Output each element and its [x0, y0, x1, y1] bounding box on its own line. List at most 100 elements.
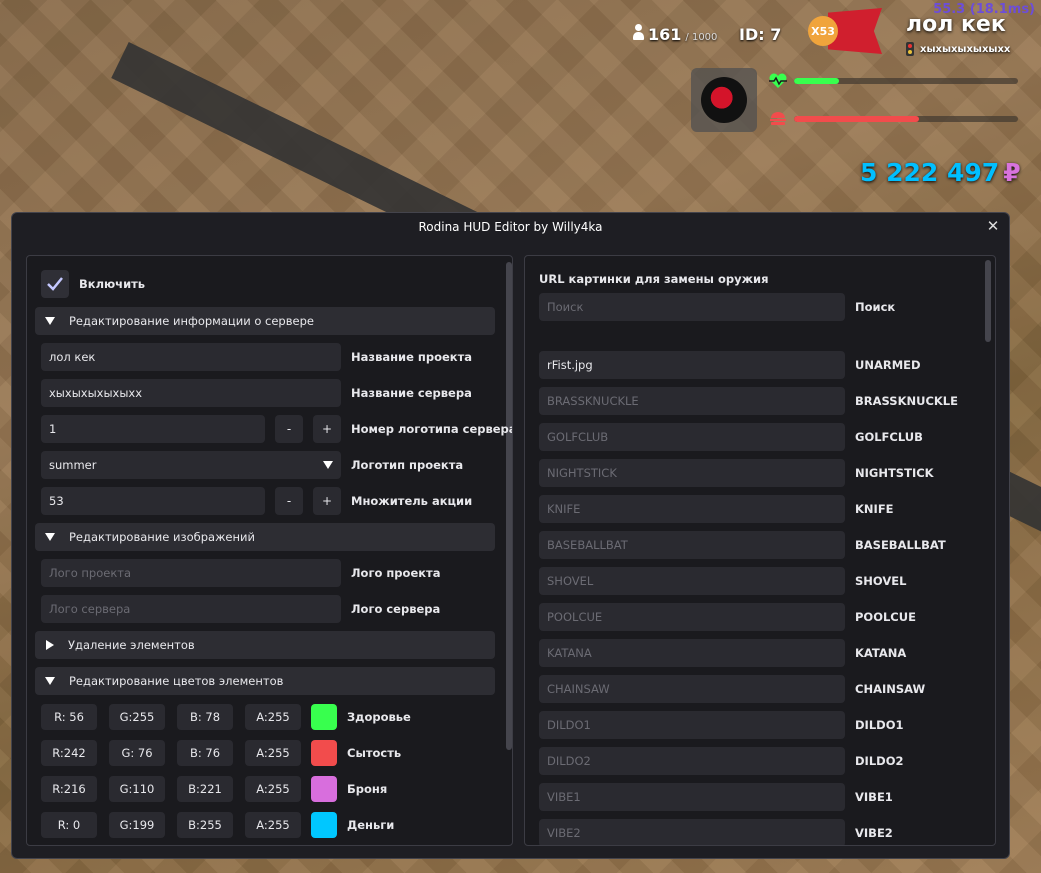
- color-swatch[interactable]: [311, 704, 337, 730]
- hud-editor-window: Rodina HUD Editor by Willy4ka ✕ Включить…: [11, 212, 1010, 859]
- color-a-input[interactable]: A:255: [245, 776, 301, 802]
- color-swatch[interactable]: [311, 812, 337, 838]
- weapon-url-input[interactable]: rFist.jpg: [539, 351, 845, 379]
- weapon-row: BASEBALLBAT BASEBALLBAT: [539, 531, 946, 559]
- color-a-input[interactable]: A:255: [245, 812, 301, 838]
- section-remove-title: Удаление элементов: [68, 638, 195, 652]
- project-logo-select[interactable]: summer: [41, 451, 341, 479]
- color-row: R:216 G:110 B:221 A:255 Броня: [41, 776, 387, 802]
- color-label: Сытость: [347, 746, 402, 760]
- weapon-row: KNIFE KNIFE: [539, 495, 894, 523]
- traffic-light-icon: [906, 42, 914, 56]
- color-r-input[interactable]: R:216: [41, 776, 97, 802]
- weapon-row: GOLFCLUB GOLFCLUB: [539, 423, 923, 451]
- project-logo-url-input[interactable]: Лого проекта: [41, 559, 341, 587]
- project-logo-url-label: Лого проекта: [351, 566, 441, 580]
- server-logo-url-input[interactable]: Лого сервера: [41, 595, 341, 623]
- color-b-input[interactable]: B:221: [177, 776, 233, 802]
- color-r-input[interactable]: R:242: [41, 740, 97, 766]
- weapon-label: NIGHTSTICK: [855, 466, 934, 480]
- weapon-label: BRASSKNUCKLE: [855, 394, 958, 408]
- weapon-url-input[interactable]: DILDO1: [539, 711, 845, 739]
- enable-checkbox[interactable]: [41, 270, 69, 298]
- chevron-down-icon: [45, 317, 55, 325]
- section-colors[interactable]: Редактирование цветов элементов: [35, 667, 495, 695]
- multiplier-minus-button[interactable]: -: [275, 487, 303, 515]
- section-images[interactable]: Редактирование изображений: [35, 523, 495, 551]
- weapon-label: BASEBALLBAT: [855, 538, 946, 552]
- color-b-input[interactable]: B: 78: [177, 704, 233, 730]
- player-id: ID: 7: [739, 25, 782, 44]
- weapon-label: VIBE1: [855, 790, 893, 804]
- weapon-row: POOLCUE POOLCUE: [539, 603, 916, 631]
- server-logo: X53: [808, 6, 882, 56]
- burger-icon: [768, 111, 788, 127]
- color-swatch[interactable]: [311, 740, 337, 766]
- currency-symbol: ₽: [1003, 158, 1021, 187]
- multiplier-input[interactable]: 53: [41, 487, 265, 515]
- color-r-input[interactable]: R: 0: [41, 812, 97, 838]
- weapon-search-input[interactable]: Поиск: [539, 293, 845, 321]
- weapon-url-input[interactable]: VIBE2: [539, 819, 845, 845]
- project-name-input[interactable]: лол кек: [41, 343, 341, 371]
- color-a-input[interactable]: A:255: [245, 704, 301, 730]
- section-images-title: Редактирование изображений: [69, 530, 255, 544]
- left-panel[interactable]: Включить Редактирование информации о сер…: [26, 255, 513, 846]
- weapon-url-input[interactable]: SHOVEL: [539, 567, 845, 595]
- weapon-label: VIBE2: [855, 826, 893, 840]
- color-g-input[interactable]: G:110: [109, 776, 165, 802]
- right-panel[interactable]: URL картинки для замены оружия Поиск Пои…: [524, 255, 996, 846]
- checkmark-icon: [47, 277, 63, 291]
- weapon-row: SHOVEL SHOVEL: [539, 567, 906, 595]
- color-label: Здоровье: [347, 710, 411, 724]
- satiety-bar: [768, 111, 1018, 127]
- weapon-row: KATANA KATANA: [539, 639, 906, 667]
- logo-number-plus-button[interactable]: +: [313, 415, 341, 443]
- color-r-input[interactable]: R: 56: [41, 704, 97, 730]
- color-label: Броня: [347, 782, 388, 796]
- color-b-input[interactable]: B: 76: [177, 740, 233, 766]
- online-max: / 1000: [685, 32, 718, 43]
- weapon-url-input[interactable]: NIGHTSTICK: [539, 459, 845, 487]
- heart-pulse-icon: [768, 73, 788, 89]
- hud-project-name: лол кек: [906, 12, 1006, 37]
- weapon-url-input[interactable]: GOLFCLUB: [539, 423, 845, 451]
- color-swatch[interactable]: [311, 776, 337, 802]
- color-a-input[interactable]: A:255: [245, 740, 301, 766]
- satiety-fill: [794, 116, 920, 122]
- project-logo-label: Логотип проекта: [351, 458, 464, 472]
- logo-number-input[interactable]: 1: [41, 415, 265, 443]
- color-b-input[interactable]: B:255: [177, 812, 233, 838]
- weapon-url-input[interactable]: KATANA: [539, 639, 845, 667]
- server-name-input[interactable]: хыхыхыхыхыхх: [41, 379, 341, 407]
- color-g-input[interactable]: G:255: [109, 704, 165, 730]
- weapon-label: GOLFCLUB: [855, 430, 923, 444]
- weapon-url-input[interactable]: POOLCUE: [539, 603, 845, 631]
- right-scrollbar[interactable]: [985, 260, 991, 342]
- money-value: 5 222 497: [860, 158, 1000, 187]
- close-icon[interactable]: ✕: [986, 217, 1000, 235]
- weapon-row: NIGHTSTICK NIGHTSTICK: [539, 459, 934, 487]
- color-g-input[interactable]: G:199: [109, 812, 165, 838]
- weapon-url-input[interactable]: CHAINSAW: [539, 675, 845, 703]
- weapon-url-input[interactable]: BASEBALLBAT: [539, 531, 845, 559]
- weapon-url-input[interactable]: DILDO2: [539, 747, 845, 775]
- server-name-label: Название сервера: [351, 386, 472, 400]
- weapon-url-input[interactable]: VIBE1: [539, 783, 845, 811]
- weapon-url-input[interactable]: KNIFE: [539, 495, 845, 523]
- section-remove-elements[interactable]: Удаление элементов: [35, 631, 495, 659]
- window-titlebar[interactable]: Rodina HUD Editor by Willy4ka ✕: [12, 213, 1009, 241]
- logo-number-minus-button[interactable]: -: [275, 415, 303, 443]
- color-g-input[interactable]: G: 76: [109, 740, 165, 766]
- chevron-down-icon: [323, 461, 333, 469]
- weapon-row: BRASSKNUCKLE BRASSKNUCKLE: [539, 387, 958, 415]
- weapon-row: DILDO2 DILDO2: [539, 747, 903, 775]
- multiplier-plus-button[interactable]: +: [313, 487, 341, 515]
- window-title: Rodina HUD Editor by Willy4ka: [418, 220, 603, 234]
- left-scrollbar[interactable]: [506, 262, 512, 750]
- weapon-row: rFist.jpg UNARMED: [539, 351, 921, 379]
- online-value: 161: [648, 25, 682, 44]
- section-server-info[interactable]: Редактирование информации о сервере: [35, 307, 495, 335]
- weapon-url-input[interactable]: BRASSKNUCKLE: [539, 387, 845, 415]
- hud-server-name: хыхыхыхыхыхх: [906, 42, 1010, 56]
